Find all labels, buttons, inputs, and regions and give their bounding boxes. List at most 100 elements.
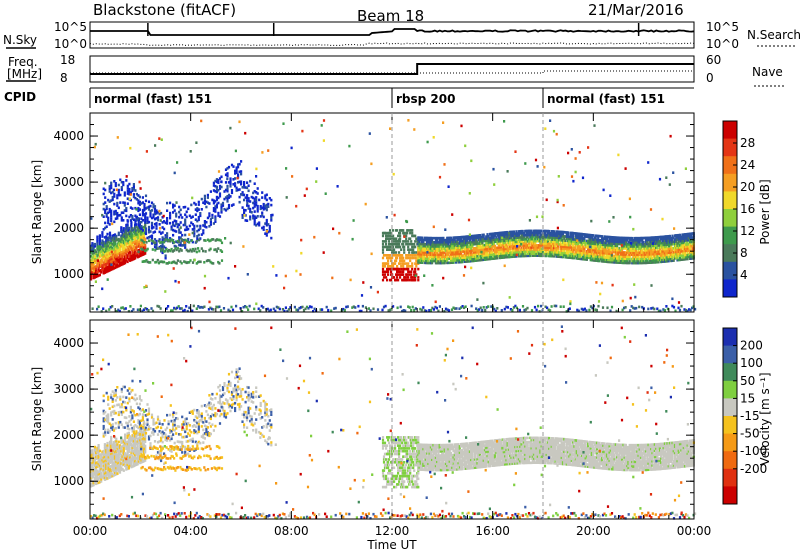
echo-cell xyxy=(481,258,484,262)
echo-cell xyxy=(538,244,541,247)
echo-cell xyxy=(117,250,120,253)
echo-cell xyxy=(261,226,264,230)
echo-cell xyxy=(690,255,693,258)
echo-cell xyxy=(98,236,101,239)
echo-cell xyxy=(405,240,408,243)
echo-cell xyxy=(650,253,653,256)
echo-cell xyxy=(153,238,157,241)
echo-cell xyxy=(163,250,166,253)
echo-cell xyxy=(447,251,450,254)
echo-cell xyxy=(628,253,631,257)
echo-cell xyxy=(112,236,115,239)
echo-cell xyxy=(622,253,625,256)
echo-cell xyxy=(253,182,256,185)
echo-cell xyxy=(441,253,444,256)
echo-cell xyxy=(357,304,360,308)
echo-cell xyxy=(103,269,106,272)
echo-cell xyxy=(657,256,660,260)
echo-cell xyxy=(108,252,112,255)
echo-cell xyxy=(121,260,124,264)
echo-cell xyxy=(628,245,631,248)
echo-cell xyxy=(176,223,179,226)
echo-cell xyxy=(115,255,118,259)
echo-cell xyxy=(647,255,650,258)
echo-cell xyxy=(218,238,221,242)
echo-cell xyxy=(101,260,104,263)
echo-cell xyxy=(463,306,466,310)
echo-cell xyxy=(238,200,241,204)
echo-cell xyxy=(666,241,669,244)
echo-cell xyxy=(538,235,541,239)
echo-cell xyxy=(455,307,458,310)
echo-cell xyxy=(117,258,120,262)
echo-cell xyxy=(129,193,132,196)
echo-cell xyxy=(587,233,590,237)
echo-cell xyxy=(450,308,454,311)
echo-cell xyxy=(121,256,124,260)
echo-cell xyxy=(397,273,400,276)
echo-cell xyxy=(141,211,144,214)
echo-cell xyxy=(418,250,421,254)
echo-cell xyxy=(595,247,599,250)
echo-cell xyxy=(101,264,104,267)
echo-cell xyxy=(111,190,114,194)
echo-cell xyxy=(458,242,461,245)
echo-cell xyxy=(117,233,120,237)
echo-cell xyxy=(387,273,390,276)
echo-cell xyxy=(661,248,664,251)
echo-cell xyxy=(415,265,418,268)
echo-cell xyxy=(532,231,536,235)
echo-cell xyxy=(559,241,562,244)
echo-cell xyxy=(673,255,677,258)
echo-cell xyxy=(501,241,504,245)
echo-cell xyxy=(431,245,434,248)
echo-cell xyxy=(585,250,588,253)
echo-cell xyxy=(525,246,528,249)
echo-cell xyxy=(458,254,461,258)
echo-cell xyxy=(116,242,119,246)
echo-cell xyxy=(352,219,355,222)
echo-cell xyxy=(227,193,231,197)
echo-cell xyxy=(608,252,611,255)
echo-cell xyxy=(532,244,536,247)
echo-cell xyxy=(436,259,439,263)
echo-cell xyxy=(551,246,554,250)
echo-cell xyxy=(667,251,670,255)
echo-cell xyxy=(532,252,536,255)
echo-cell xyxy=(196,224,199,228)
echo-cell xyxy=(113,243,117,247)
echo-cell xyxy=(577,236,580,240)
echo-cell xyxy=(91,252,94,255)
echo-cell xyxy=(628,236,631,240)
echo-cell xyxy=(460,256,463,260)
echo-cell xyxy=(110,186,113,190)
echo-cell xyxy=(507,253,510,257)
echo-cell xyxy=(575,244,578,248)
echo-cell xyxy=(190,221,193,224)
echo-cell xyxy=(504,235,507,238)
echo-cell xyxy=(637,236,640,240)
echo-cell xyxy=(126,239,129,243)
echo-cell xyxy=(134,225,137,229)
echo-cell xyxy=(153,217,157,221)
echo-cell xyxy=(438,249,441,252)
echo-cell xyxy=(677,254,680,258)
echo-cell xyxy=(102,247,105,250)
echo-cell xyxy=(446,238,449,242)
echo-cell xyxy=(115,265,118,269)
echo-cell xyxy=(490,253,493,256)
echo-cell xyxy=(531,254,534,257)
echo-cell xyxy=(561,253,565,257)
echo-cell xyxy=(608,260,611,264)
echo-cell xyxy=(689,257,692,260)
echo-cell xyxy=(90,476,93,480)
echo-cell xyxy=(464,305,467,308)
echo-cell xyxy=(122,237,125,241)
echo-cell xyxy=(299,306,303,309)
echo-cell xyxy=(105,266,108,270)
echo-cell xyxy=(100,310,103,313)
echo-cell xyxy=(633,261,636,265)
echo-cell xyxy=(126,189,129,193)
echo-cell xyxy=(90,453,93,457)
echo-cell xyxy=(526,231,529,235)
